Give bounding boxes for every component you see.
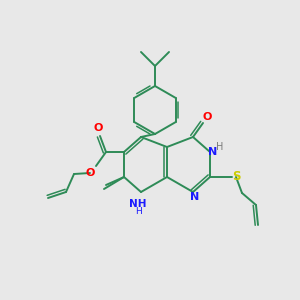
Text: N: N xyxy=(190,192,200,202)
Text: O: O xyxy=(93,123,103,133)
Text: S: S xyxy=(232,170,240,184)
Text: N: N xyxy=(208,147,217,157)
Text: NH: NH xyxy=(129,199,147,209)
Text: H: H xyxy=(135,206,141,215)
Text: O: O xyxy=(202,112,212,122)
Text: O: O xyxy=(85,168,95,178)
Text: H: H xyxy=(216,142,224,152)
